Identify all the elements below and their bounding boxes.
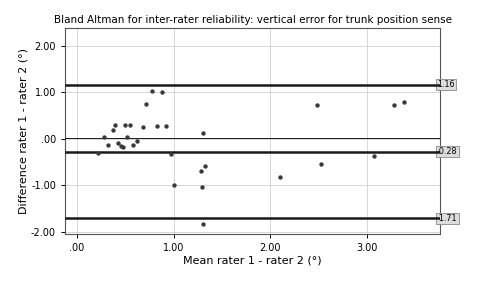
Point	[132, 139, 140, 143]
Point	[276, 175, 284, 180]
Point	[170, 183, 177, 188]
Point	[198, 222, 206, 226]
Point	[100, 135, 108, 140]
Point	[94, 151, 102, 155]
Point	[370, 154, 378, 159]
Point	[166, 152, 174, 157]
Point	[148, 89, 156, 93]
Point	[129, 143, 137, 147]
Point	[390, 103, 398, 108]
Title: Bland Altman for inter-rater reliability: vertical error for trunk position sens: Bland Altman for inter-rater reliability…	[54, 15, 452, 25]
Point	[317, 162, 325, 167]
Point	[162, 124, 170, 129]
Point	[117, 144, 125, 148]
Y-axis label: Difference rater 1 - rater 2 (°): Difference rater 1 - rater 2 (°)	[18, 48, 28, 214]
Point	[123, 135, 131, 140]
Point	[112, 123, 120, 127]
Point	[153, 124, 161, 129]
Point	[142, 102, 150, 106]
X-axis label: Mean rater 1 - rater 2 (°): Mean rater 1 - rater 2 (°)	[183, 256, 322, 266]
Text: -1.71: -1.71	[437, 214, 458, 223]
Point	[126, 123, 134, 127]
Point	[198, 131, 206, 135]
Point	[158, 90, 166, 94]
Text: -0.28: -0.28	[437, 147, 458, 156]
Point	[121, 123, 129, 127]
Point	[313, 103, 321, 108]
Point	[119, 145, 127, 149]
Text: 1.16: 1.16	[437, 80, 454, 89]
Point	[104, 143, 112, 147]
Point	[114, 141, 122, 146]
Point	[400, 99, 408, 104]
Point	[196, 169, 204, 174]
Point	[200, 164, 208, 168]
Point	[198, 184, 205, 189]
Point	[138, 125, 146, 129]
Point	[110, 127, 118, 132]
